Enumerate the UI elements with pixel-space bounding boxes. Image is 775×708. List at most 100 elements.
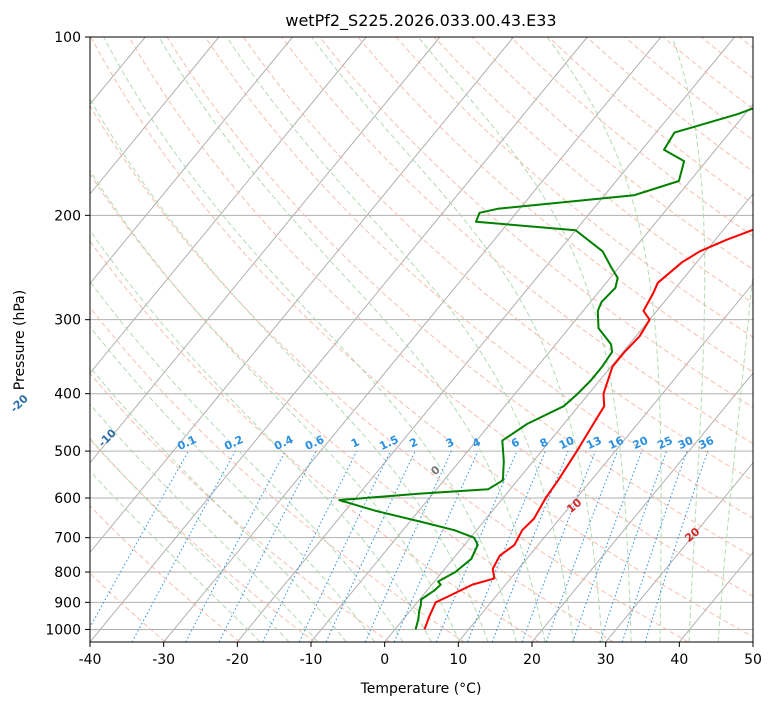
dry-adiabat-line bbox=[90, 173, 614, 642]
isotherm-line bbox=[90, 37, 293, 285]
mixing-ratio-label: 13 bbox=[584, 434, 603, 452]
dry-adiabat-label: -20 bbox=[8, 392, 31, 415]
dry-adiabat-line bbox=[357, 37, 753, 373]
x-tick-label: 40 bbox=[670, 652, 688, 668]
moist-adiabat-line bbox=[311, 37, 603, 642]
y-tick-label: 100 bbox=[54, 30, 81, 46]
isotherm-line bbox=[531, 372, 753, 642]
mixing-ratio-line bbox=[262, 450, 358, 642]
moist-adiabat-line bbox=[671, 37, 706, 642]
dry-adiabat-line bbox=[90, 306, 465, 642]
y-tick-label: 400 bbox=[54, 387, 81, 403]
isotherm-line bbox=[457, 282, 753, 642]
mixing-ratio-label: 36 bbox=[697, 434, 717, 452]
mixing-ratio-line bbox=[467, 450, 546, 642]
mixing-ratio-line bbox=[218, 450, 317, 642]
moist-adiabat-line bbox=[546, 37, 662, 642]
chart-title: wetPf2_S225.2026.033.00.43.E33 bbox=[285, 11, 556, 31]
mixing-ratio-label: 1.5 bbox=[377, 433, 400, 453]
dry-adiabat-line bbox=[128, 37, 753, 597]
moist-adiabat-label: 10 bbox=[564, 496, 584, 516]
dry-adiabat-line bbox=[90, 372, 390, 642]
moist-adiabat-line bbox=[90, 437, 290, 642]
mixing-ratio-label: 2 bbox=[408, 435, 420, 450]
dry-adiabat-label: -10 bbox=[96, 426, 119, 449]
mixing-ratio-line bbox=[435, 450, 518, 642]
mixing-ratio-line bbox=[185, 450, 286, 642]
mixing-ratio-line bbox=[545, 450, 619, 642]
moist-adiabat-line bbox=[90, 98, 489, 642]
dry-adiabat-line bbox=[510, 37, 753, 237]
plot-frame bbox=[89, 36, 754, 643]
moist-adiabat-line bbox=[90, 403, 319, 642]
mixing-ratio-label: 20 bbox=[631, 434, 651, 452]
moist-adiabat-line bbox=[158, 37, 546, 642]
moist-adiabat-line bbox=[90, 169, 461, 642]
dry-adiabat-line bbox=[624, 37, 753, 141]
dry-adiabat-line bbox=[204, 37, 753, 519]
y-tick-label: 200 bbox=[54, 208, 81, 224]
x-tick-label: -30 bbox=[152, 652, 175, 668]
mixing-ratio-line bbox=[90, 450, 189, 629]
isotherm-line bbox=[90, 37, 441, 464]
mixing-ratio-label: 0.4 bbox=[272, 433, 295, 453]
moist-adiabat-label: 0 bbox=[428, 463, 442, 478]
mixing-ratio-line bbox=[364, 450, 452, 642]
y-tick-label: 600 bbox=[54, 491, 81, 507]
y-tick-label: 800 bbox=[54, 565, 81, 581]
mixing-ratio-line bbox=[599, 450, 667, 642]
mixing-ratio-line bbox=[491, 450, 569, 642]
dry-adiabat-line bbox=[90, 240, 540, 642]
moist-adiabat-line bbox=[226, 37, 575, 642]
mixing-ratio-label: 1 bbox=[349, 435, 361, 450]
moist-adiabat-line bbox=[717, 267, 753, 642]
x-tick-label: -20 bbox=[226, 652, 249, 668]
y-axis-label: Pressure (hPa) bbox=[12, 290, 28, 390]
dry-adiabat-line bbox=[166, 37, 753, 558]
moist-adiabat-line bbox=[90, 280, 404, 642]
dry-adiabat-line bbox=[548, 37, 753, 205]
y-tick-label: 900 bbox=[54, 595, 81, 611]
mixing-ratio-line bbox=[521, 450, 596, 642]
x-tick-label: 20 bbox=[523, 652, 541, 668]
moist-adiabat-line bbox=[103, 37, 517, 642]
x-tick-label: 10 bbox=[449, 652, 467, 668]
isotherm-line bbox=[90, 37, 588, 642]
moist-adiabat-line bbox=[90, 325, 376, 642]
dry-adiabat-line bbox=[700, 37, 753, 79]
moist-adiabat-line bbox=[90, 470, 261, 642]
dry-adiabat-line bbox=[90, 104, 689, 642]
moist-adiabat-line bbox=[90, 229, 432, 642]
dry-adiabat-line bbox=[281, 37, 753, 445]
mixing-ratio-label: 0.2 bbox=[222, 433, 245, 453]
dry-adiabat-line bbox=[319, 37, 753, 408]
x-tick-label: 0 bbox=[380, 652, 389, 668]
mixing-ratio-line bbox=[644, 450, 709, 642]
mixing-ratio-label: 25 bbox=[655, 434, 674, 452]
y-tick-label: 1000 bbox=[45, 622, 81, 638]
dry-adiabat-line bbox=[471, 37, 753, 270]
isotherm-line bbox=[310, 103, 753, 642]
dry-adiabat-line bbox=[90, 438, 316, 642]
mixing-ratio-label: 3 bbox=[444, 435, 456, 450]
mixing-ratio-label: 0.6 bbox=[303, 433, 326, 453]
x-axis-label: Temperature (°C) bbox=[360, 681, 482, 697]
y-tick-label: 300 bbox=[54, 313, 81, 329]
mixing-ratio-line bbox=[621, 450, 688, 642]
isotherm-line bbox=[605, 461, 753, 642]
mixing-ratio-label: 0.1 bbox=[175, 433, 198, 453]
isotherm-line bbox=[236, 37, 735, 642]
mixing-ratio-label: 4 bbox=[470, 435, 483, 450]
temperature-profile-line bbox=[423, 228, 753, 630]
x-tick-label: 30 bbox=[597, 652, 615, 668]
x-tick-label: -10 bbox=[300, 652, 323, 668]
isotherm-line bbox=[752, 641, 753, 642]
dry-adiabat-line bbox=[433, 37, 753, 304]
mixing-ratio-line bbox=[131, 450, 236, 642]
moist-adiabat-line bbox=[417, 37, 632, 642]
dry-adiabat-line bbox=[739, 37, 753, 49]
y-tick-label: 500 bbox=[54, 444, 81, 460]
mixing-ratio-label: 10 bbox=[557, 434, 577, 452]
x-tick-label: 50 bbox=[744, 652, 762, 668]
